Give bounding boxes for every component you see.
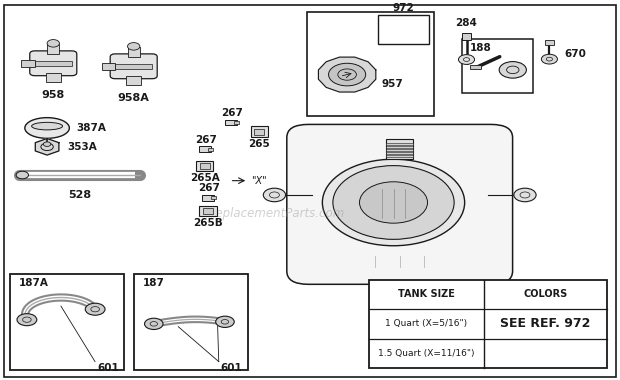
Bar bbox=[250, 127, 268, 137]
Text: 601: 601 bbox=[97, 363, 118, 373]
Bar bbox=[386, 146, 414, 148]
Text: SEE REF. 972: SEE REF. 972 bbox=[500, 317, 591, 330]
Circle shape bbox=[128, 43, 140, 50]
Ellipse shape bbox=[16, 171, 29, 179]
Bar bbox=[224, 120, 237, 125]
Text: 267: 267 bbox=[195, 135, 217, 144]
Bar bbox=[461, 39, 533, 93]
Text: 1.5 Quart (X=11/16"): 1.5 Quart (X=11/16") bbox=[378, 349, 475, 358]
Circle shape bbox=[47, 40, 60, 47]
Circle shape bbox=[43, 142, 51, 146]
Bar bbox=[126, 76, 141, 85]
Bar bbox=[234, 121, 239, 124]
Circle shape bbox=[85, 303, 105, 315]
Bar bbox=[386, 139, 414, 159]
Bar bbox=[203, 208, 213, 214]
Text: 670: 670 bbox=[564, 49, 586, 59]
Text: 958: 958 bbox=[42, 90, 65, 100]
Text: 972: 972 bbox=[392, 3, 414, 13]
Text: 957: 957 bbox=[381, 79, 403, 89]
Bar bbox=[10, 274, 125, 370]
Text: 267: 267 bbox=[221, 108, 243, 118]
Text: 265A: 265A bbox=[190, 173, 219, 183]
Text: COLORS: COLORS bbox=[523, 289, 568, 299]
Circle shape bbox=[144, 318, 163, 329]
Circle shape bbox=[360, 182, 428, 223]
Text: TANK SIZE: TANK SIZE bbox=[398, 289, 455, 299]
Circle shape bbox=[329, 63, 366, 86]
Bar bbox=[47, 44, 60, 54]
FancyBboxPatch shape bbox=[110, 54, 157, 79]
Bar bbox=[369, 280, 607, 368]
Bar bbox=[198, 146, 211, 152]
Bar bbox=[128, 48, 140, 57]
Text: 601: 601 bbox=[221, 363, 242, 373]
FancyBboxPatch shape bbox=[30, 51, 77, 76]
Bar bbox=[545, 40, 554, 45]
Bar bbox=[200, 163, 210, 169]
Text: eReplacementParts.com: eReplacementParts.com bbox=[201, 207, 345, 220]
Bar bbox=[199, 206, 216, 216]
FancyBboxPatch shape bbox=[287, 124, 513, 284]
Circle shape bbox=[17, 314, 37, 326]
Bar bbox=[470, 65, 481, 69]
Bar bbox=[378, 15, 429, 44]
Bar bbox=[35, 61, 72, 65]
Circle shape bbox=[322, 159, 464, 246]
Bar bbox=[386, 152, 414, 154]
Circle shape bbox=[333, 166, 454, 239]
Bar bbox=[115, 64, 153, 68]
Bar bbox=[307, 13, 434, 116]
Ellipse shape bbox=[25, 118, 69, 138]
Circle shape bbox=[264, 188, 286, 202]
Circle shape bbox=[458, 55, 474, 65]
Text: 188: 188 bbox=[469, 43, 492, 52]
Text: 353A: 353A bbox=[67, 142, 97, 152]
Text: 528: 528 bbox=[68, 190, 91, 200]
Text: 284: 284 bbox=[456, 18, 477, 28]
Bar bbox=[208, 147, 213, 150]
Bar bbox=[211, 196, 216, 200]
Text: 958A: 958A bbox=[118, 93, 149, 103]
Circle shape bbox=[514, 188, 536, 202]
Polygon shape bbox=[319, 57, 376, 92]
Text: "X": "X" bbox=[250, 176, 266, 186]
Circle shape bbox=[499, 62, 526, 78]
Circle shape bbox=[216, 316, 234, 328]
Text: 187A: 187A bbox=[19, 279, 48, 288]
Text: 187: 187 bbox=[143, 279, 164, 288]
Bar bbox=[46, 73, 61, 82]
Bar bbox=[386, 155, 414, 157]
Text: 387A: 387A bbox=[77, 123, 107, 133]
Polygon shape bbox=[35, 139, 59, 155]
Text: 267: 267 bbox=[198, 183, 220, 193]
Bar bbox=[202, 195, 214, 201]
Bar bbox=[21, 60, 35, 66]
Text: 1 Quart (X=5/16"): 1 Quart (X=5/16") bbox=[386, 319, 467, 328]
Bar bbox=[196, 161, 213, 171]
Bar bbox=[134, 274, 248, 370]
Bar bbox=[461, 33, 471, 40]
Text: 265: 265 bbox=[249, 139, 270, 149]
Bar bbox=[386, 149, 414, 151]
Bar bbox=[254, 129, 264, 135]
Ellipse shape bbox=[32, 122, 63, 130]
Bar bbox=[386, 143, 414, 145]
Text: 265B: 265B bbox=[193, 218, 223, 228]
Circle shape bbox=[541, 54, 557, 64]
Bar bbox=[102, 63, 115, 70]
